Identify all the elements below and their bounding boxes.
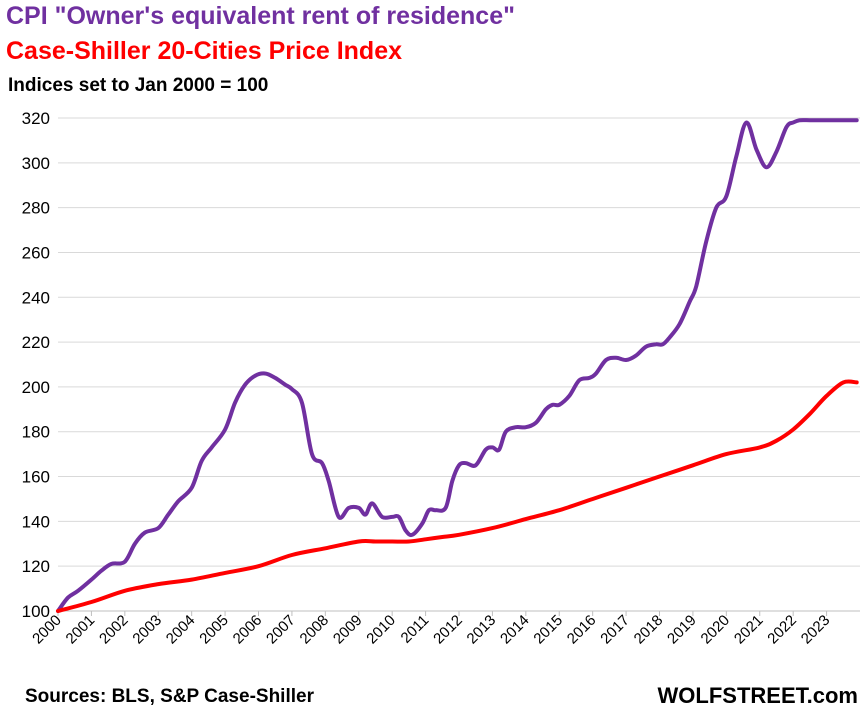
chart-note: Indices set to Jan 2000 = 100 <box>8 75 269 96</box>
y-tick-label: 220 <box>22 333 50 352</box>
grid-lines <box>58 117 860 612</box>
y-tick-label: 100 <box>22 602 50 621</box>
x-tick-label: 2020 <box>698 612 734 648</box>
x-tick-label: 2016 <box>564 612 600 648</box>
x-tick-label: 2022 <box>764 612 800 648</box>
y-tick-label: 260 <box>22 243 50 262</box>
source-note: Sources: BLS, S&P Case-Shiller <box>25 686 314 707</box>
series-line-owners-equivalent-rent <box>56 118 859 613</box>
series-lines <box>56 118 859 613</box>
x-tick-label: 2017 <box>597 612 633 648</box>
x-tick-label: 2015 <box>530 612 566 648</box>
y-tick-label: 280 <box>22 199 50 218</box>
y-tick-label: 180 <box>22 423 50 442</box>
y-tick-label: 160 <box>22 468 50 487</box>
x-tick-label: 2001 <box>63 612 99 648</box>
x-tick-label: 2018 <box>631 612 667 648</box>
x-tick-label: 2013 <box>464 612 500 648</box>
x-tick-label: 2021 <box>731 612 767 648</box>
x-tick-label: 2011 <box>398 612 433 647</box>
brand-logo-text: WOLFSTREET.com <box>657 683 858 708</box>
x-tick-label: 2012 <box>430 612 466 648</box>
y-tick-label: 320 <box>22 109 50 128</box>
x-tick-label: 2009 <box>330 612 366 648</box>
y-tick-label: 300 <box>22 154 50 173</box>
y-tick-label: 200 <box>22 378 50 397</box>
x-tick-label: 2008 <box>297 612 333 648</box>
x-tick-label: 2006 <box>230 612 266 648</box>
x-tick-label: 2023 <box>798 612 834 648</box>
x-axis-ticks: 2000200120022003200420052006200720082009… <box>29 611 833 647</box>
x-tick-label: 2003 <box>129 612 165 648</box>
x-tick-label: 2014 <box>497 612 533 648</box>
y-tick-label: 120 <box>22 557 50 576</box>
x-tick-label: 2010 <box>363 612 399 648</box>
x-tick-label: 2005 <box>196 612 232 648</box>
x-tick-label: 2007 <box>263 612 299 648</box>
series-line-case-shiller <box>56 379 859 613</box>
x-tick-label: 2019 <box>664 612 700 648</box>
y-tick-label: 240 <box>22 288 50 307</box>
chart-title: CPI "Owner's equivalent rent of residenc… <box>6 2 515 30</box>
y-tick-label: 140 <box>22 512 50 531</box>
chart-title-second-line: Case-Shiller 20-Cities Price Index <box>6 37 403 65</box>
x-tick-label: 2004 <box>163 612 199 648</box>
y-axis-ticks: 100 120 140 160 180 200 220 240 260 280 300 320 <box>22 109 50 621</box>
x-tick-label: 2002 <box>96 612 132 648</box>
